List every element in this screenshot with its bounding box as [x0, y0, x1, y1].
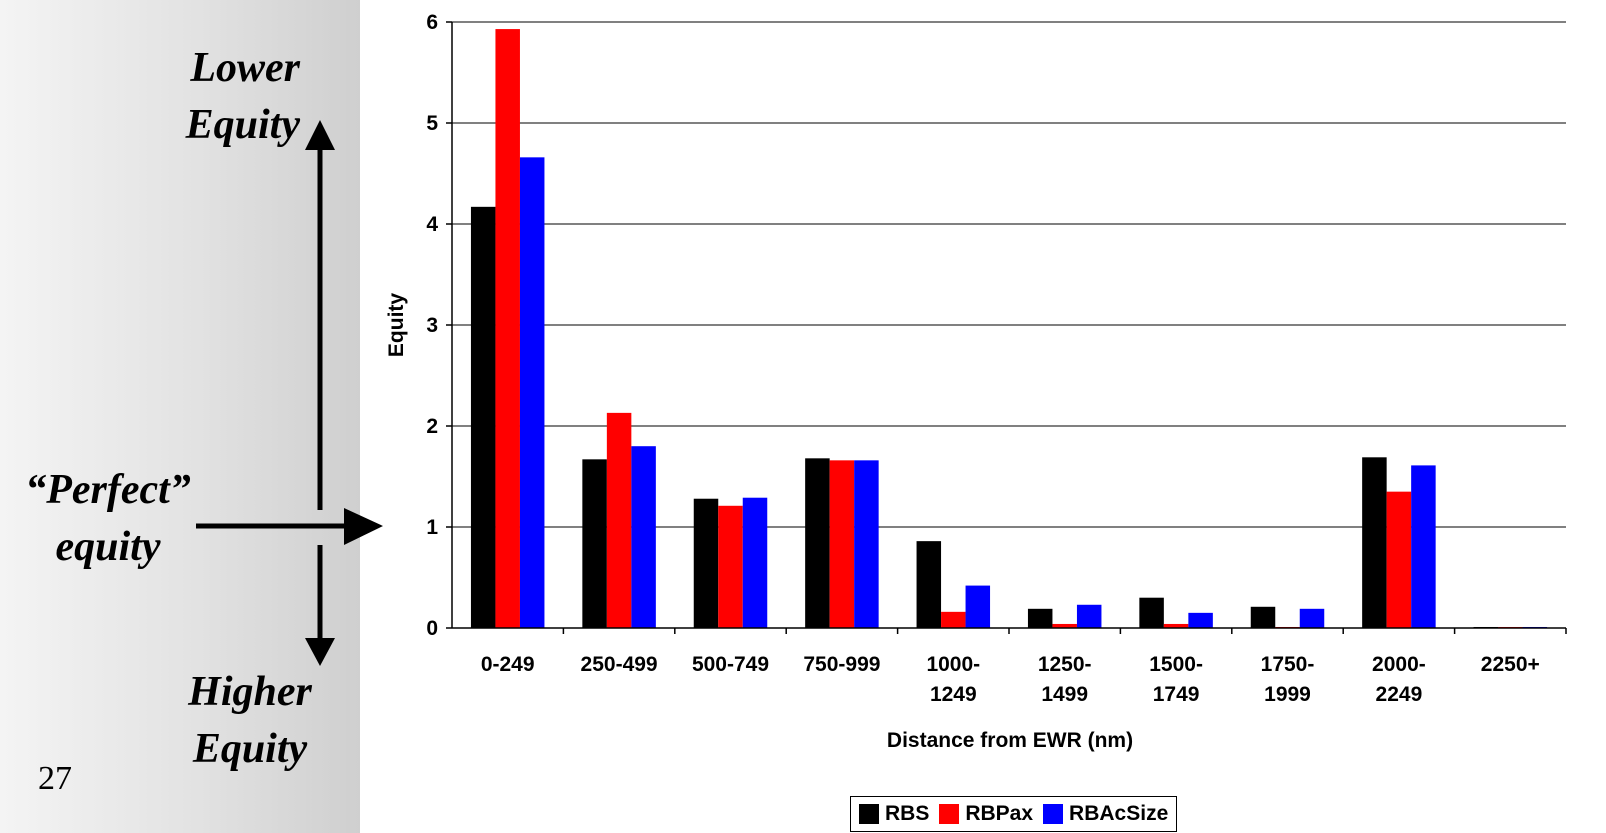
y-tick-label: 0 — [426, 617, 438, 640]
bar-rbpax — [495, 29, 520, 628]
bar-rbacsize — [854, 460, 879, 628]
x-tick-label: 250-499 — [581, 653, 658, 676]
bar-rbs — [693, 498, 719, 628]
legend-swatch — [1043, 804, 1064, 824]
legend-item-rbpax: RBPax — [939, 802, 1033, 826]
bar-rbacsize — [631, 446, 656, 628]
bar-rbpax — [718, 505, 743, 628]
chart-legend: RBS RBPax RBAcSize — [850, 796, 1178, 832]
chart-bars — [470, 29, 1548, 628]
x-axis-title: Distance from EWR (nm) — [887, 729, 1133, 752]
bar-rbpax — [606, 412, 632, 628]
x-tick-label: 2250+ — [1481, 653, 1540, 676]
legend-swatch — [859, 804, 879, 824]
x-tick-label: 750-999 — [803, 653, 880, 676]
lower-equity-label: Lower Equity — [186, 40, 300, 154]
bar-rbacsize — [965, 585, 991, 628]
lower-equity-line1: Lower — [190, 45, 300, 91]
bar-rbpax — [829, 460, 855, 628]
arrow-down-icon — [305, 545, 335, 666]
y-tick-label: 5 — [426, 112, 438, 135]
higher-equity-label: Higher Equity — [170, 664, 330, 778]
bar-rbpax — [1052, 623, 1077, 628]
legend-label: RBS — [885, 802, 930, 825]
y-tick-labels: 0 1 2 3 4 5 6 — [426, 11, 438, 640]
arrow-up-icon — [305, 120, 335, 510]
x-tick-label: 1500-1749 — [1149, 653, 1203, 706]
bar-rbs — [916, 541, 942, 628]
bar-rbpax — [1386, 491, 1412, 628]
bar-rbs — [1250, 606, 1276, 628]
x-tick-label: 1000-1249 — [926, 653, 980, 706]
y-tick-label: 3 — [426, 314, 438, 337]
bar-rbs — [1139, 597, 1164, 628]
x-tick-label: 500-749 — [692, 653, 769, 676]
arrow-right-icon — [196, 508, 383, 545]
perfect-equity-label: “Perfect” equity — [8, 462, 208, 576]
legend-label: RBPax — [965, 802, 1034, 825]
left-gradient-panel — [0, 0, 360, 833]
lower-equity-line2: Equity — [185, 102, 300, 148]
higher-equity-line1: Higher — [188, 669, 312, 715]
chart-axes — [446, 21, 1567, 634]
x-tick-label: 1250-1499 — [1038, 653, 1092, 706]
bar-rbacsize — [519, 157, 545, 628]
bar-rbacsize — [1188, 612, 1213, 628]
x-tick-label: 2000-2249 — [1372, 653, 1426, 706]
y-axis-title: Equity — [385, 293, 408, 357]
bar-rbs — [1027, 608, 1053, 628]
legend-swatch — [939, 804, 960, 824]
perfect-equity-line1: “Perfect” — [25, 467, 191, 513]
y-tick-label: 6 — [426, 11, 438, 34]
legend-item-rbs: RBS — [859, 802, 929, 826]
bar-rbpax — [1163, 623, 1189, 628]
x-tick-labels: 0-249 250-499 500-749 750-999 1000-1249 1250-… — [481, 653, 1540, 706]
y-tick-label: 2 — [426, 415, 438, 438]
y-tick-label: 4 — [426, 213, 438, 236]
bar-rbs — [470, 206, 496, 628]
x-tick-label: 1750-1999 — [1261, 653, 1315, 706]
legend-label: RBAcSize — [1069, 802, 1169, 825]
bar-rbacsize — [742, 497, 768, 628]
perfect-equity-line2: equity — [55, 524, 161, 570]
higher-equity-line2: Equity — [192, 726, 308, 772]
y-tick-label: 1 — [426, 516, 438, 539]
legend-item-rbacsize: RBAcSize — [1043, 802, 1168, 826]
bar-rbacsize — [1299, 608, 1325, 628]
page-number: 27 — [38, 760, 72, 797]
bar-rbs — [805, 458, 830, 628]
bar-rbs — [582, 459, 607, 628]
x-tick-label: 0-249 — [481, 653, 535, 676]
bar-rbpax — [941, 611, 966, 628]
bar-rbs — [1362, 457, 1387, 628]
bar-rbacsize — [1411, 465, 1436, 628]
bar-rbacsize — [1076, 604, 1102, 628]
